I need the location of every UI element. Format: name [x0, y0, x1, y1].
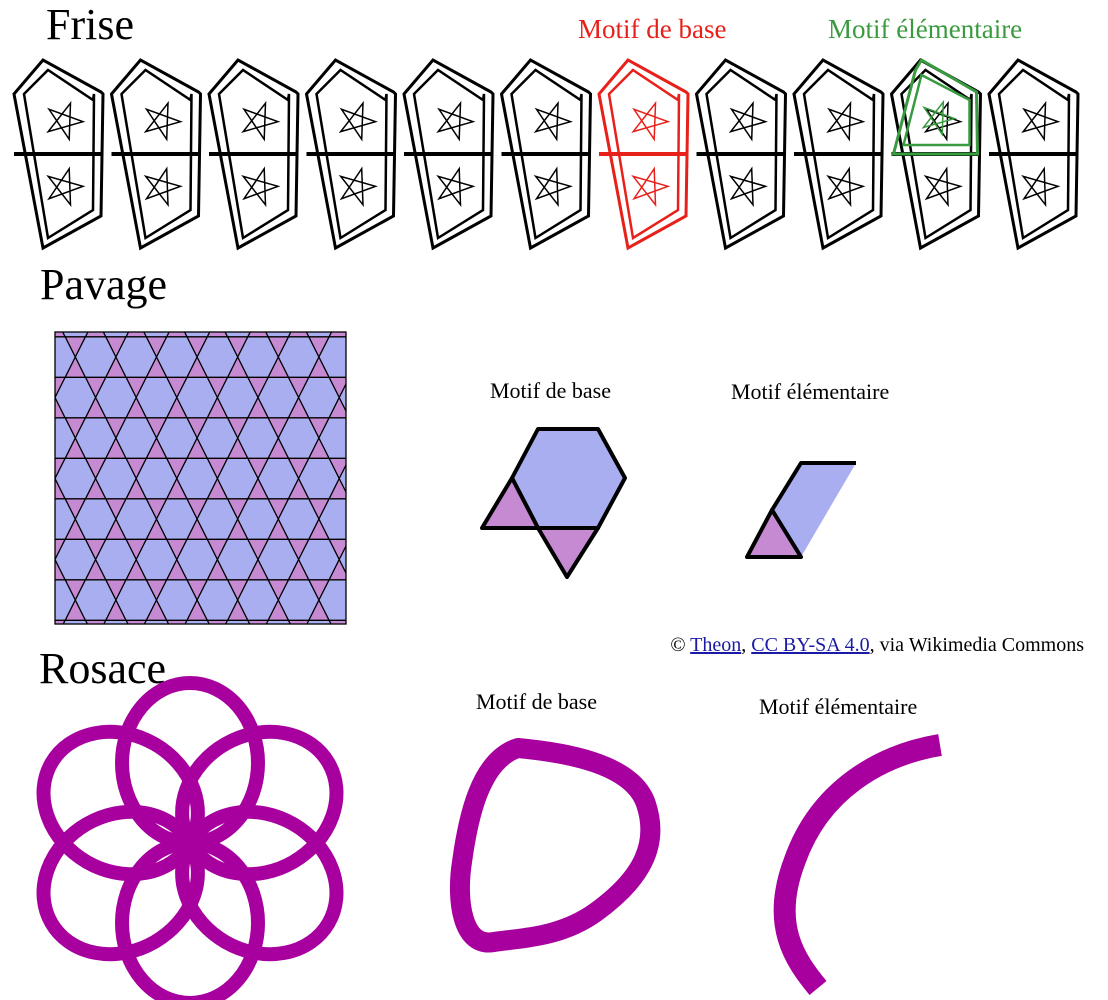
tile-hexagon — [318, 498, 346, 540]
frieze-unit — [109, 58, 203, 251]
frieze-unit — [12, 58, 105, 251]
tile-hexagon — [338, 463, 346, 494]
frieze-unit — [694, 58, 788, 251]
tiling-elementary-motif — [745, 461, 856, 559]
rosace-elementary-label: Motif élémentaire — [759, 694, 918, 719]
tile-hexagon — [318, 336, 346, 378]
tile-hexagon — [338, 544, 346, 575]
frieze-unit — [402, 58, 495, 251]
tile-hexagon — [224, 619, 251, 624]
tile-hexagon — [318, 579, 346, 621]
frieze-unit — [499, 58, 593, 251]
attribution-suffix: , via Wikimedia Commons — [869, 634, 1084, 656]
attribution-prefix: © — [670, 634, 691, 656]
pavage-title: Pavage — [40, 260, 168, 309]
license-link[interactable]: CC BY-SA 4.0 — [751, 634, 870, 656]
tile-hexagon — [184, 619, 210, 624]
attribution: © Theon, CC BY-SA 4.0, via Wikimedia Com… — [670, 635, 1084, 655]
frise-elementary-label: Motif élémentaire — [828, 14, 1023, 44]
frise-base-label: Motif de base — [578, 14, 727, 44]
frieze-elementary-motif — [891, 57, 980, 156]
rosette-elementary-motif — [773, 734, 942, 995]
tile-hexagon — [306, 619, 332, 624]
frise-title: Frise — [46, 0, 134, 49]
rosette-base-motif — [450, 738, 661, 953]
frieze-unit — [792, 58, 885, 251]
tile-hexagon — [143, 619, 170, 624]
tiling-base-motif — [480, 427, 627, 579]
frieze-diagram — [12, 57, 1080, 251]
rosace-title: Rosace — [39, 644, 167, 693]
tiling-diagram — [54, 331, 856, 625]
attribution-sep: , — [741, 634, 752, 656]
tile-hexagon — [338, 382, 346, 413]
rosette-petal — [36, 724, 205, 882]
tile-hexagon — [62, 619, 89, 624]
frieze-unit — [207, 58, 300, 251]
pavage-base-label: Motif de base — [490, 378, 611, 403]
tile-hexagon — [265, 619, 291, 624]
frieze-unit — [304, 58, 398, 251]
tile-hexagon — [318, 417, 346, 459]
pavage-elementary-label: Motif élémentaire — [731, 379, 890, 404]
tile-hexagon — [103, 619, 129, 624]
frieze-unit — [987, 58, 1080, 251]
rosace-base-label: Motif de base — [476, 689, 597, 714]
frieze-base-motif — [597, 58, 690, 251]
author-link[interactable]: Theon — [690, 634, 742, 656]
